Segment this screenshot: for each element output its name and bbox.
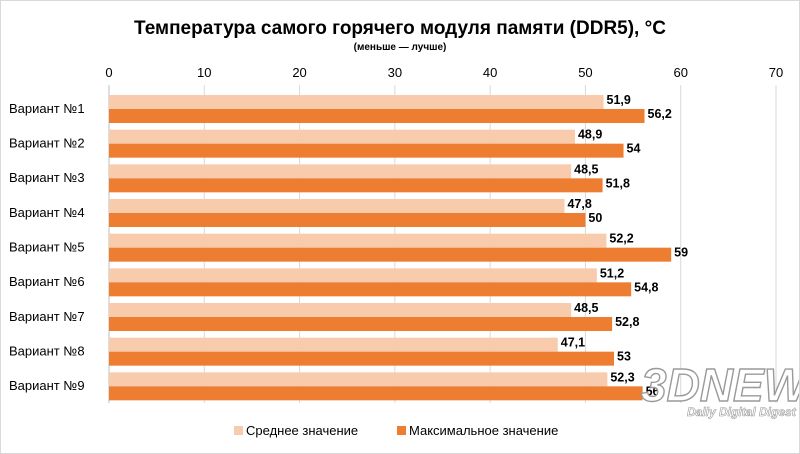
watermark-logo: 3DNEWS Daily Digital Digest (640, 358, 799, 419)
bar-maximum (109, 351, 615, 366)
category-label: Вариант №4 (9, 205, 85, 220)
x-tick-label: 40 (483, 65, 497, 80)
data-labels: 51,9 56,2 48,9 54 48,5 51,8 47,850 52,2 59 51,2 54… (561, 93, 688, 398)
svg-text:Daily Digital Digest: Daily Digital Digest (687, 405, 797, 419)
legend-swatch-maximum (397, 426, 406, 435)
x-tick-label: 50 (578, 65, 592, 80)
data-label-average: 48,9 (578, 128, 602, 142)
bar-average (109, 129, 575, 144)
bar-maximum (109, 386, 643, 401)
data-label-maximum: 59 (674, 246, 688, 260)
bar-average (109, 337, 558, 352)
category-label: Вариант №2 (9, 136, 85, 151)
bar-average (109, 164, 572, 179)
bar-maximum (109, 213, 586, 227)
data-label-maximum: 54,8 (634, 280, 658, 294)
category-label: Вариант №9 (9, 378, 85, 393)
bar-maximum (109, 109, 645, 123)
bar-maximum (109, 317, 613, 331)
data-label-average: 47,1 (561, 336, 585, 350)
category-label: Вариант №8 (9, 344, 85, 359)
x-tick-label: 20 (292, 65, 306, 80)
legend-label-average: Среднее значение (246, 423, 358, 438)
x-tick-label: 60 (673, 65, 687, 80)
bar-average (109, 303, 572, 317)
legend-label-maximum: Максимальное значение (409, 423, 558, 438)
bar-average (109, 95, 604, 109)
data-label-maximum: 56,2 (648, 107, 672, 121)
x-tick-label: 0 (105, 65, 112, 80)
bars (109, 95, 672, 401)
bar-average (109, 268, 597, 283)
data-label-average: 48,5 (574, 162, 598, 176)
legend-swatch-average (234, 426, 243, 435)
bar-maximum (109, 143, 624, 158)
bar-maximum (109, 247, 672, 262)
bar-average (109, 199, 565, 213)
category-label: Вариант №1 (9, 101, 85, 116)
data-label-maximum: 54 (627, 142, 641, 156)
svg-text:3DNEWS: 3DNEWS (641, 359, 799, 411)
bar-average (109, 372, 608, 387)
x-tick-label: 30 (388, 65, 402, 80)
category-label: Вариант №3 (9, 170, 85, 185)
data-label-average: 48,5 (574, 301, 598, 315)
bar-average (109, 233, 607, 248)
data-label-average: 52,3 (610, 370, 634, 384)
chart-subtitle: (меньше — лучше) (354, 42, 447, 53)
data-label-maximum: 52,8 (615, 315, 639, 329)
data-label-average: 52,2 (609, 232, 633, 246)
data-label-maximum: 53 (617, 350, 631, 364)
category-label: Вариант №5 (9, 240, 85, 255)
bar-maximum (109, 282, 632, 297)
category-label: Вариант №7 (9, 309, 85, 324)
data-label-maximum: 50 (588, 211, 602, 225)
chart-title: Температура самого горячего модуля памят… (134, 18, 666, 39)
bar-maximum (109, 178, 603, 193)
x-axis-ticks: 0 10 20 30 40 50 60 70 (105, 65, 783, 80)
data-label-average: 51,2 (600, 266, 624, 280)
x-tick-label: 70 (769, 65, 783, 80)
category-labels: Вариант №1 Вариант №2 Вариант №3 Вариант №4… (9, 101, 85, 393)
data-label-maximum: 51,8 (606, 176, 630, 190)
data-label-average: 47,8 (567, 197, 591, 211)
category-label: Вариант №6 (9, 274, 85, 289)
x-tick-label: 10 (197, 65, 211, 80)
data-label-average: 51,9 (607, 93, 631, 107)
legend: Среднее значение Максимальное значение (234, 423, 558, 438)
data-label-maximum: 56 (646, 384, 660, 398)
